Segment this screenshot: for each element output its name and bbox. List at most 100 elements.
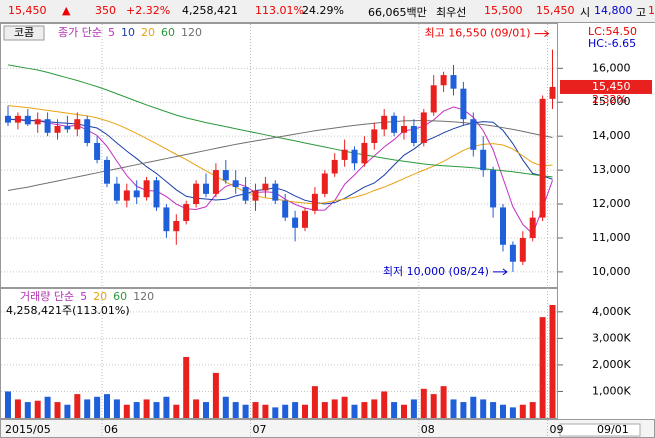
candle-body (282, 200, 289, 218)
volume-bar (460, 402, 467, 418)
volume-bar (272, 407, 279, 418)
legend-entry: 60 (113, 290, 127, 303)
candle-body (351, 149, 358, 164)
candle-body (34, 119, 41, 125)
x-tick-label: 2015/05 (5, 423, 51, 436)
candle-body (183, 204, 190, 222)
high-arrow (534, 30, 550, 38)
volume-bar (153, 402, 160, 418)
candle-body (480, 149, 487, 171)
volume-bar (193, 399, 200, 418)
candle-body (173, 221, 180, 232)
candle-body (232, 180, 239, 188)
volume-bar (440, 386, 447, 418)
volume-bar (242, 404, 249, 418)
y-tick-label: 13,000 (592, 163, 631, 176)
candle-body (163, 207, 170, 232)
volume-bar (430, 394, 437, 418)
volume-bar (302, 404, 308, 418)
volume-bar (480, 399, 487, 418)
y-tick-label: 1,000K (592, 384, 631, 397)
price: 15,450 (8, 4, 47, 17)
volume-bar (539, 317, 546, 418)
volume-bar (529, 402, 536, 418)
candle-body (203, 183, 209, 194)
volume-bar (351, 404, 358, 418)
price-tag: 15,450 (592, 80, 631, 93)
volume-bar (212, 372, 219, 418)
candle-body (311, 193, 318, 211)
volume-bar (104, 394, 110, 418)
volume-bar (519, 404, 526, 418)
hc: HC:-6.65 (588, 37, 636, 50)
volume-bar (252, 402, 259, 418)
candle-body (341, 149, 348, 160)
candle-body (74, 119, 81, 130)
volume-bar (143, 399, 150, 418)
open-label: 시 (580, 6, 591, 19)
y-tick-label: 4,000K (592, 305, 631, 318)
legend-entry: 5 (108, 26, 115, 39)
volume-bar (74, 394, 81, 418)
open: 14,800 (594, 4, 633, 17)
candle-body (64, 125, 71, 130)
candle-body (104, 159, 110, 184)
amount: 66,065백만 (368, 6, 427, 19)
low-annotation: 최저 10,000 (08/24) (383, 265, 489, 278)
ma-line (7, 120, 553, 191)
candle-body (302, 210, 308, 228)
volume-bar (5, 391, 11, 418)
volume-panel (0, 288, 558, 419)
ask: 15,500 (484, 4, 523, 17)
legend-label: 종가 단순 (58, 26, 102, 39)
candle-body (222, 170, 229, 181)
y-tick-label: 14,000 (592, 129, 631, 142)
candle-body (460, 88, 467, 120)
volume-bar (361, 402, 368, 418)
legend-entry: 120 (133, 290, 154, 303)
high: 1 (648, 4, 655, 17)
volume-bar (34, 400, 41, 418)
volume-bar (331, 399, 338, 418)
turnover: 24.29% (302, 4, 344, 17)
volume: 4,258,421 (182, 4, 238, 17)
candle-body (401, 125, 407, 133)
x-tick-label: 07 (253, 423, 267, 436)
candle-body (500, 207, 506, 245)
volume-bar (292, 402, 299, 418)
volume-bar (123, 404, 130, 418)
volume-bar (509, 407, 516, 418)
ma-line (7, 118, 553, 205)
y-tick-label: 16,000 (592, 61, 631, 74)
candle-body (133, 190, 140, 198)
volume-bar (282, 404, 289, 418)
volume-bar (94, 396, 101, 418)
candle-body (470, 119, 477, 150)
candle-body (153, 180, 160, 208)
candle-body (391, 115, 398, 133)
y-tick-label: 10,000 (592, 265, 631, 278)
volume-bar (84, 399, 91, 418)
candle-body (450, 75, 457, 89)
candle-body (262, 183, 269, 191)
candle-body (519, 237, 526, 262)
volume-bar (203, 402, 209, 418)
volume-bar (470, 396, 477, 418)
legend-entry: 10 (121, 26, 135, 39)
low-arrow (492, 268, 508, 276)
candle-body (549, 86, 556, 99)
volume-bar (500, 404, 506, 418)
code-button[interactable] (3, 25, 45, 41)
volume-bar (549, 304, 556, 418)
volume-bar (321, 402, 328, 418)
volume-bar (133, 402, 140, 418)
candle-body (54, 125, 61, 133)
arrow: ▲ (62, 4, 71, 17)
x-tick-label: 08 (421, 423, 435, 436)
legend-entry: 20 (141, 26, 155, 39)
candle-body (331, 159, 338, 174)
volume-bar (391, 402, 398, 418)
volume-bar (173, 404, 180, 418)
